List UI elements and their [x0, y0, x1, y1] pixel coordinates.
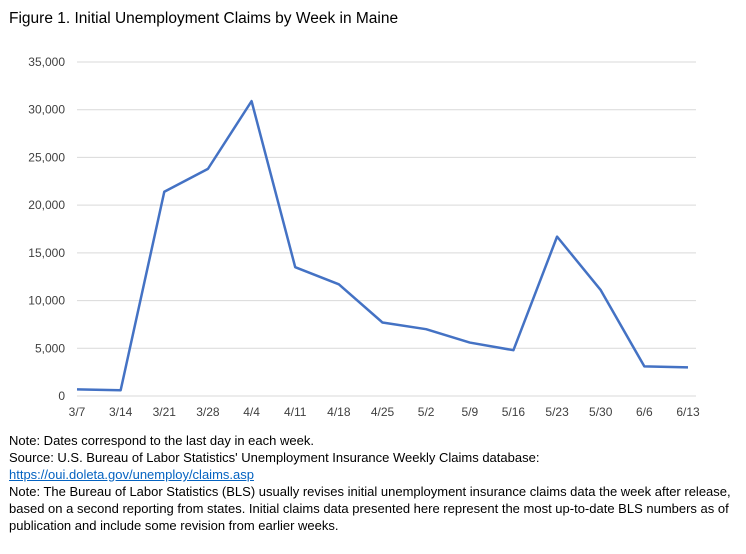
note-revisions: Note: The Bureau of Labor Statistics (BL…: [9, 484, 731, 533]
y-tick-label: 10,000: [28, 294, 65, 308]
y-tick-label: 35,000: [28, 55, 65, 69]
x-tick-label: 5/16: [502, 405, 526, 419]
x-tick-label: 4/4: [243, 405, 260, 419]
y-tick-label: 30,000: [28, 103, 65, 117]
source-link[interactable]: https://oui.doleta.gov/unemploy/claims.a…: [9, 467, 254, 482]
y-tick-label: 5,000: [35, 341, 65, 355]
series-line: [76, 99, 689, 392]
x-tick-label: 3/21: [153, 405, 177, 419]
x-tick-label: 3/7: [69, 405, 86, 419]
series-line-group: [76, 99, 689, 392]
x-tick-label: 5/30: [589, 405, 613, 419]
x-tick-label: 6/6: [636, 405, 653, 419]
y-tick-label: 0: [58, 389, 65, 403]
x-tick-label: 3/14: [109, 405, 133, 419]
x-tick-label: 5/9: [461, 405, 478, 419]
source-note: Source: U.S. Bureau of Labor Statistics'…: [9, 450, 540, 465]
gridlines: [77, 61, 696, 397]
x-tick-label: 5/2: [418, 405, 435, 419]
x-tick-label: 4/11: [284, 405, 307, 419]
line-chart: 0 5,000 10,000 15,000 20,000 25,000 30,000 35,0…: [28, 55, 700, 419]
chart-title: Figure 1. Initial Unemployment Claims by…: [9, 10, 399, 27]
x-tick-label: 4/18: [327, 405, 351, 419]
y-tick-label: 15,000: [28, 246, 65, 260]
x-tick-label: 5/23: [545, 405, 569, 419]
x-tick-label: 4/25: [371, 405, 395, 419]
chart-notes: Note: Dates correspond to the last day i…: [9, 432, 737, 534]
note-dates: Note: Dates correspond to the last day i…: [9, 433, 314, 448]
x-axis-tick-labels: 3/7 3/14 3/21 3/28 4/4 4/11 4/18 4/25 5/2 5/9 5/16…: [69, 405, 700, 419]
y-tick-label: 20,000: [28, 198, 65, 212]
y-axis-tick-labels: 0 5,000 10,000 15,000 20,000 25,000 30,000 35,0…: [28, 55, 65, 403]
y-tick-label: 25,000: [28, 150, 65, 164]
x-tick-label: 3/28: [196, 405, 220, 419]
x-tick-label: 6/13: [676, 405, 700, 419]
